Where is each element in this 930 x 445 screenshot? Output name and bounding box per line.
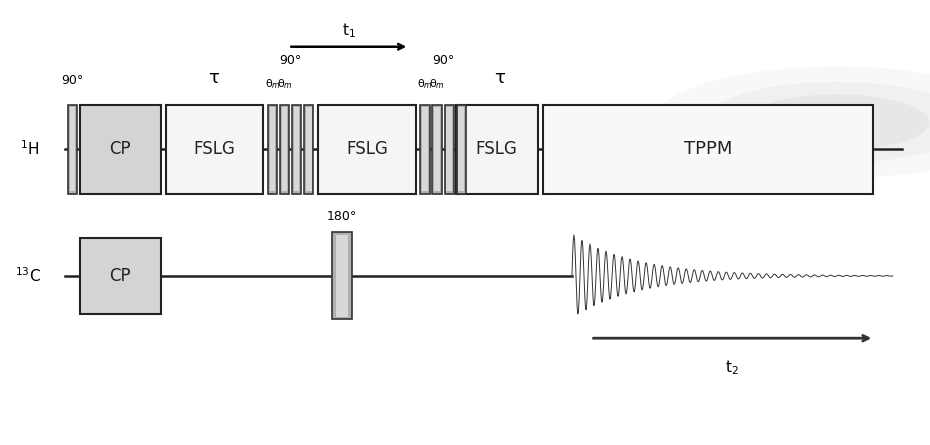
Bar: [292, 105, 301, 194]
Bar: [68, 105, 77, 194]
Text: θ$_m$: θ$_m$: [276, 77, 293, 91]
Bar: [456, 105, 538, 194]
Bar: [420, 105, 430, 194]
Ellipse shape: [653, 66, 930, 178]
Text: FSLG: FSLG: [346, 140, 388, 158]
Bar: [432, 105, 442, 194]
Text: t$_1$: t$_1$: [342, 21, 355, 40]
Text: τ: τ: [494, 69, 505, 87]
Text: θ$_m$: θ$_m$: [417, 77, 433, 91]
Text: $^{13}$C: $^{13}$C: [15, 267, 41, 285]
Bar: [80, 238, 161, 314]
Bar: [332, 232, 352, 320]
Text: FSLG: FSLG: [475, 140, 518, 158]
Bar: [70, 107, 75, 191]
Text: FSLG: FSLG: [193, 140, 235, 158]
Bar: [445, 105, 454, 194]
Text: CP: CP: [110, 267, 131, 285]
Bar: [434, 107, 440, 191]
Text: θ$_m$: θ$_m$: [429, 77, 445, 91]
Ellipse shape: [704, 82, 930, 163]
Text: CP: CP: [110, 140, 131, 158]
Bar: [318, 105, 416, 194]
Text: 90°: 90°: [280, 54, 301, 67]
Bar: [270, 107, 275, 191]
Bar: [166, 105, 263, 194]
Bar: [458, 107, 464, 191]
Text: t$_2$: t$_2$: [725, 358, 739, 377]
Text: TPPM: TPPM: [684, 140, 733, 158]
Bar: [446, 107, 452, 191]
Text: 90°: 90°: [61, 74, 84, 87]
Bar: [304, 105, 313, 194]
Bar: [457, 105, 466, 194]
Bar: [80, 105, 161, 194]
Text: τ: τ: [208, 69, 219, 87]
Bar: [268, 105, 277, 194]
Bar: [280, 105, 289, 194]
Text: θ$_m$: θ$_m$: [264, 77, 281, 91]
Text: $^{1}$H: $^{1}$H: [20, 140, 39, 158]
Text: 90°: 90°: [432, 54, 454, 67]
Bar: [294, 107, 299, 191]
Bar: [422, 107, 428, 191]
Bar: [543, 105, 873, 194]
Text: 180°: 180°: [327, 210, 357, 222]
Bar: [282, 107, 287, 191]
Bar: [306, 107, 312, 191]
Ellipse shape: [745, 94, 929, 150]
Bar: [336, 235, 349, 317]
